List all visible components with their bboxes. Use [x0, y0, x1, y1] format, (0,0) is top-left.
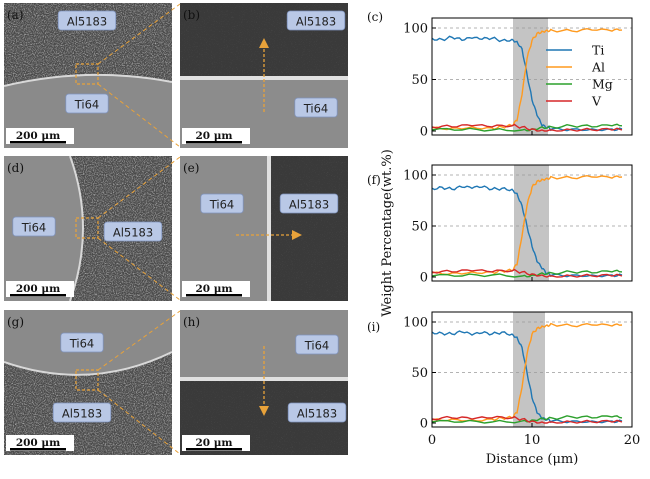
panel-label: (h) [183, 315, 200, 329]
material-label: Al5183 [62, 407, 102, 421]
micrograph-e [180, 156, 348, 301]
scale-bar-bg [6, 128, 74, 144]
material-label-box [295, 334, 339, 355]
material-label: Al5183 [297, 407, 337, 421]
material-label: Al5183 [289, 198, 329, 212]
chart-c: (c) 0 50 100 Ti Al Mg V [367, 10, 633, 140]
scale-bar-bg [182, 281, 250, 297]
material-label: Ti64 [69, 337, 95, 351]
scale-label: 20 μm [195, 437, 232, 449]
series-line-v [431, 268, 623, 278]
scale-bar-bg [182, 128, 250, 144]
panel-label: (b) [183, 8, 200, 22]
scale-label: 20 μm [195, 283, 232, 295]
scale-bar [186, 294, 242, 297]
y-tick-label: 100 [403, 22, 428, 37]
x-tick-label: 10 [524, 433, 541, 448]
material-label-box [12, 216, 56, 237]
y-tick-label: 0 [420, 417, 428, 432]
material-label-box [60, 332, 104, 353]
y-tick-label: 50 [411, 220, 428, 235]
series-line-mg [431, 415, 623, 424]
y-tick-label: 100 [403, 169, 428, 184]
chart-i: (i) 0 50 100 0 10 20 Distance (μm) [367, 311, 641, 467]
panel-label: (g) [7, 315, 24, 329]
x-axis-label: Distance (μm) [486, 452, 579, 467]
legend-entry: Ti [592, 43, 604, 58]
y-tick-label: 0 [420, 271, 428, 286]
material-label: Al5183 [113, 226, 153, 240]
material-label-box [287, 402, 347, 423]
panel-label: (e) [183, 161, 199, 175]
material-label: Ti64 [209, 198, 235, 212]
scale-label: 200 μm [16, 130, 60, 142]
material-label: Ti64 [303, 102, 329, 116]
scale-bar [10, 448, 66, 451]
material-label: Al5183 [296, 15, 336, 29]
x-tick-label: 0 [428, 433, 436, 448]
scale-bar [10, 141, 66, 144]
interface-band [513, 18, 548, 135]
scale-label: 200 μm [16, 283, 60, 295]
material-label: Ti64 [304, 339, 330, 353]
micrograph-g [4, 310, 172, 455]
material-label-box [65, 93, 109, 114]
y-tick-label: 100 [403, 316, 428, 331]
material-label-box [103, 221, 163, 242]
material-label-box [294, 97, 338, 118]
legend-entry: V [591, 94, 602, 109]
scale-bar [10, 294, 66, 297]
scale-bar [186, 448, 242, 451]
material-label-box [286, 10, 346, 31]
y-tick-label: 0 [420, 125, 428, 140]
micrograph-h [180, 310, 348, 455]
interface-band [514, 165, 549, 281]
scale-bar [186, 141, 242, 144]
material-label-box [279, 193, 339, 214]
chart-f: (f) 0 50 100 Weight Percentage(wt.%) [367, 149, 633, 317]
series-line-v [431, 415, 623, 424]
material-label-box [200, 193, 244, 214]
panel-label: (a) [7, 8, 24, 22]
legend-entry: Mg [592, 77, 613, 92]
material-label: Al5183 [67, 15, 107, 29]
panel-label: (c) [367, 10, 383, 24]
series-line-v [431, 123, 623, 132]
legend: Ti Al Mg V [546, 43, 613, 109]
panel-label: (f) [367, 173, 381, 187]
scale-bar-bg [6, 435, 74, 451]
material-label-box [52, 402, 112, 423]
series-line-mg [431, 269, 623, 278]
material-label: Ti64 [21, 221, 47, 235]
series-line-al [431, 27, 623, 131]
scale-label: 200 μm [16, 437, 60, 449]
panel-label: (d) [7, 161, 24, 175]
series-line-al [431, 322, 623, 422]
scale-bar-bg [6, 281, 74, 297]
y-tick-label: 50 [411, 366, 428, 381]
series-line-mg [431, 123, 623, 132]
y-axis-label: Weight Percentage(wt.%) [380, 149, 395, 317]
legend-entry: Al [591, 60, 605, 75]
material-label-box [57, 10, 117, 31]
scale-label: 20 μm [195, 130, 232, 142]
scale-bar-bg [182, 435, 250, 451]
material-label: Ti64 [74, 98, 100, 112]
x-tick-label: 20 [624, 433, 641, 448]
panel-label: (i) [367, 320, 380, 334]
y-tick-label: 50 [411, 73, 428, 88]
